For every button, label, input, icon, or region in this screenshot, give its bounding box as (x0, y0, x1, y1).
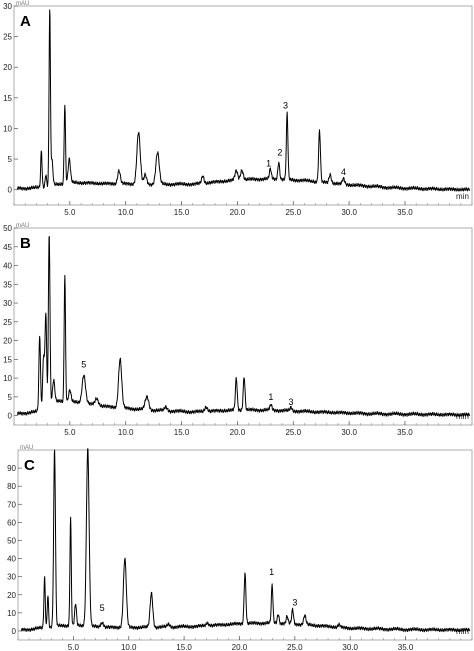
x-tick-label: 20.0 (232, 643, 248, 651)
y-tick-label: 0 (8, 186, 13, 195)
y-tick-label: 40 (7, 555, 16, 564)
y-tick-label: 30 (3, 299, 12, 308)
peak-annotation-5: 5 (81, 360, 86, 370)
peak-annotation-1: 1 (268, 392, 273, 402)
y-tick-label: 35 (3, 280, 12, 289)
panel-label: C (24, 457, 35, 474)
y-tick-label: 70 (7, 500, 16, 509)
x-tick-label: 35.0 (397, 208, 413, 217)
y-tick-label: 25 (3, 33, 12, 42)
x-tick-label: 25.0 (285, 428, 301, 437)
y-unit-label: mAU (16, 223, 29, 229)
x-tick-label: 15.0 (174, 428, 190, 437)
panel-label: A (20, 13, 31, 30)
y-tick-label: 10 (7, 609, 16, 618)
x-unit-label: min (456, 412, 469, 421)
peak-annotation-3: 3 (283, 100, 288, 110)
peak-annotation-3: 3 (292, 598, 297, 608)
panel-frame (13, 227, 473, 426)
y-tick-label: 50 (7, 536, 16, 545)
y-tick-label: 60 (7, 518, 16, 527)
peak-annotation-4: 4 (341, 167, 346, 177)
peak-annotation-5: 5 (100, 603, 105, 613)
x-tick-label: 25.0 (285, 208, 301, 217)
x-tick-label: 15.0 (174, 208, 190, 217)
peak-annotation-2: 2 (277, 147, 282, 157)
y-tick-label: 20 (7, 591, 16, 600)
chromatogram-trace (20, 448, 471, 633)
peak-annotation-3: 3 (289, 397, 294, 407)
x-tick-label: 35.0 (398, 643, 414, 651)
y-unit-label: mAU (20, 445, 33, 451)
y-tick-label: 30 (7, 573, 16, 582)
x-tick-label: 30.0 (341, 208, 357, 217)
x-tick-label: 5.0 (64, 428, 76, 437)
y-tick-label: 15 (3, 355, 12, 364)
y-tick-label: 10 (3, 374, 12, 383)
y-tick-label: 5 (8, 155, 13, 164)
y-unit-label: mAU (16, 1, 29, 7)
panel-frame (17, 449, 473, 641)
chromatogram-panel-c: 0 10 20 30 40 50 60 70 80 90 5.0 10.0 15.0 20.0 25.0 30… (7, 445, 473, 651)
y-tick-label: 15 (3, 94, 12, 103)
y-tick-label: 40 (3, 262, 12, 271)
y-tick-label: 0 (8, 412, 13, 421)
chromatogram-trace (16, 236, 471, 418)
x-tick-label: 10.0 (118, 208, 134, 217)
x-tick-label: 30.0 (342, 643, 358, 651)
x-tick-label: 30.0 (341, 428, 357, 437)
y-tick-label: 90 (7, 464, 16, 473)
x-tick-label: 35.0 (397, 428, 413, 437)
y-tick-label: 20 (3, 63, 12, 72)
y-tick-label: 80 (7, 482, 16, 491)
chromatogram-panel-a: 0 5 10 15 20 25 30 5.0 10.0 15.0 20.0 25.0 30.0 35.0 m… (3, 1, 473, 217)
x-tick-label: 15.0 (176, 643, 192, 651)
panel-label: B (20, 235, 31, 252)
y-tick-label: 5 (8, 393, 13, 402)
y-tick-label: 50 (3, 224, 12, 233)
x-tick-label: 5.0 (68, 643, 80, 651)
chromatogram-trace (16, 9, 471, 192)
y-tick-label: 0 (12, 627, 17, 636)
x-tick-label: 20.0 (230, 208, 246, 217)
x-tick-label: 5.0 (64, 208, 76, 217)
y-tick-label: 20 (3, 337, 12, 346)
x-tick-label: 10.0 (118, 428, 134, 437)
y-tick-label: 25 (3, 318, 12, 327)
x-tick-label: 10.0 (121, 643, 137, 651)
x-unit-label: min (456, 192, 469, 201)
y-tick-label: 30 (3, 2, 12, 11)
x-tick-label: 25.0 (287, 643, 303, 651)
y-tick-label: 45 (3, 243, 12, 252)
peak-annotation-1: 1 (269, 567, 274, 577)
panel-frame (13, 5, 473, 206)
y-tick-label: 10 (3, 124, 12, 133)
x-tick-label: 20.0 (230, 428, 246, 437)
peak-annotation-1: 1 (266, 158, 271, 168)
